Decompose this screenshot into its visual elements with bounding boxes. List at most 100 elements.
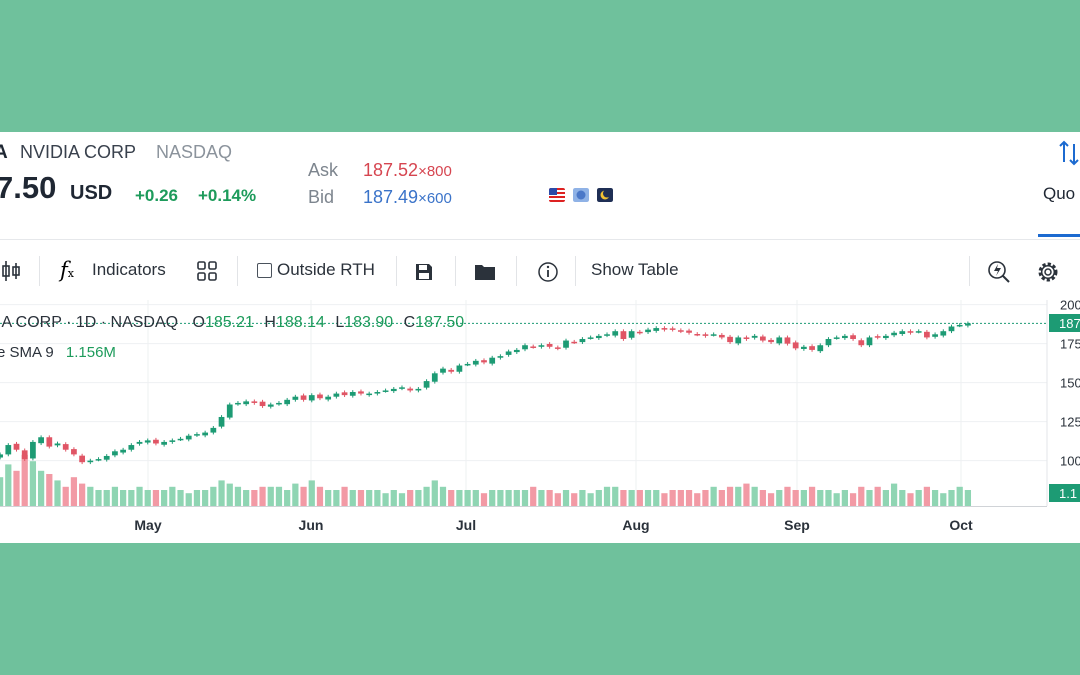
header-divider: [0, 239, 1080, 240]
x-tick-label: Jul: [456, 517, 476, 533]
indicators-button[interactable]: Indicators: [92, 260, 166, 279]
volume-bar: [513, 490, 520, 506]
show-table-button[interactable]: Show Table: [591, 260, 679, 279]
x-axis: May Jun Jul Aug Sep Oct: [134, 517, 973, 533]
volume-bar: [95, 490, 102, 506]
volume-bar: [341, 486, 348, 506]
volume-bar: [579, 490, 586, 506]
candle-body: [907, 331, 914, 333]
candle-body: [440, 368, 446, 373]
volume-bar: [923, 486, 931, 506]
volume-bar: [357, 490, 365, 506]
volume-bar: [931, 490, 939, 506]
volume-bar: [431, 480, 438, 506]
candle-body: [571, 341, 578, 344]
save-icon[interactable]: [414, 262, 434, 282]
bid-label: Bid: [308, 187, 335, 207]
volume-bar: [37, 470, 45, 506]
candle-body: [226, 404, 233, 418]
volume-bar: [587, 493, 594, 506]
volume-bar: [833, 493, 840, 506]
volume-bar: [275, 486, 283, 506]
toolbar-separator: [516, 256, 517, 286]
candle-body: [595, 335, 602, 339]
y-tick-label: 200: [1060, 300, 1080, 313]
candle-body: [333, 393, 340, 397]
candle-body: [103, 455, 110, 460]
volume-bar: [759, 490, 766, 506]
y-tick-label: 125: [1060, 415, 1080, 430]
candle-body: [710, 334, 717, 336]
candle-body: [358, 391, 364, 394]
candle-body: [62, 444, 69, 450]
candle-body: [538, 345, 545, 347]
volume-bar: [792, 490, 799, 506]
settings-gear-icon[interactable]: [1035, 259, 1061, 285]
volume-bar: [169, 486, 176, 506]
volume-bar: [497, 490, 504, 506]
candle-body: [54, 443, 61, 446]
candle-body: [407, 388, 414, 391]
candle-body: [202, 432, 209, 436]
candle-body: [940, 331, 947, 336]
candle-body: [382, 390, 389, 392]
volume-sma-label: e SMA 9: [0, 344, 54, 361]
toolbar-separator: [575, 256, 576, 286]
candle-body: [587, 337, 594, 339]
x-tick-label: May: [134, 517, 161, 533]
candle-body: [883, 335, 889, 339]
volume-bar: [595, 490, 602, 506]
volume-bar: [612, 486, 619, 506]
price-chart[interactable]: 200 175 150 125 100 May Jun Jul Aug Sep Oct 187 1…: [0, 300, 1080, 543]
price-change-pct: +0.14%: [198, 186, 257, 205]
candle-body: [79, 455, 85, 463]
last-price-badge-bg: [1049, 314, 1080, 332]
candlestick-chart-type-icon[interactable]: [0, 260, 24, 282]
folder-open-icon[interactable]: [474, 263, 496, 281]
candle-body: [522, 345, 528, 350]
zoom-lightning-icon[interactable]: [986, 259, 1012, 285]
volume-bar: [423, 486, 430, 506]
volume-bar: [243, 490, 250, 506]
candle-body: [399, 387, 405, 389]
candle-body: [497, 356, 504, 358]
volume-bar: [136, 486, 143, 506]
candle-body: [817, 345, 824, 352]
candle-body: [743, 337, 750, 339]
x-tick-label: Oct: [949, 517, 973, 533]
outside-rth-checkbox[interactable]: [257, 263, 272, 278]
candle-body: [431, 373, 438, 382]
toolbar-separator: [39, 256, 40, 286]
tab-quote[interactable]: Quo: [1043, 184, 1076, 203]
candle-body: [276, 402, 282, 405]
volume-bar: [743, 483, 750, 506]
candle-body: [87, 460, 94, 463]
volume-bar: [62, 486, 69, 506]
candle-body: [71, 449, 77, 455]
candle-body: [267, 404, 274, 407]
volume-bar: [546, 490, 553, 506]
legend-high-value: 188.14: [275, 314, 325, 331]
sort-arrows-icon[interactable]: [1058, 140, 1080, 166]
candle-body: [21, 450, 28, 460]
volume-bar: [193, 490, 201, 506]
info-icon[interactable]: [537, 261, 559, 283]
layout-grid-icon[interactable]: [196, 260, 218, 282]
ask-price: 187.52: [363, 160, 419, 180]
volume-bar: [292, 483, 299, 506]
volume-bar: [735, 486, 742, 506]
candle-body: [850, 335, 856, 339]
candle-body: [284, 399, 291, 405]
x-tick-label: Jun: [299, 517, 324, 533]
candle-body: [792, 342, 799, 349]
candle-body: [759, 336, 766, 341]
candle-body: [464, 363, 471, 366]
candle-body: [448, 369, 455, 372]
x-axis-line: [0, 506, 1047, 507]
candle-body: [13, 443, 20, 450]
volume-bar: [210, 486, 217, 506]
company-name: NVIDIA CORP: [20, 142, 137, 162]
volume-bar: [259, 486, 266, 506]
volume-bar: [251, 490, 258, 506]
volume-bar: [849, 493, 857, 506]
